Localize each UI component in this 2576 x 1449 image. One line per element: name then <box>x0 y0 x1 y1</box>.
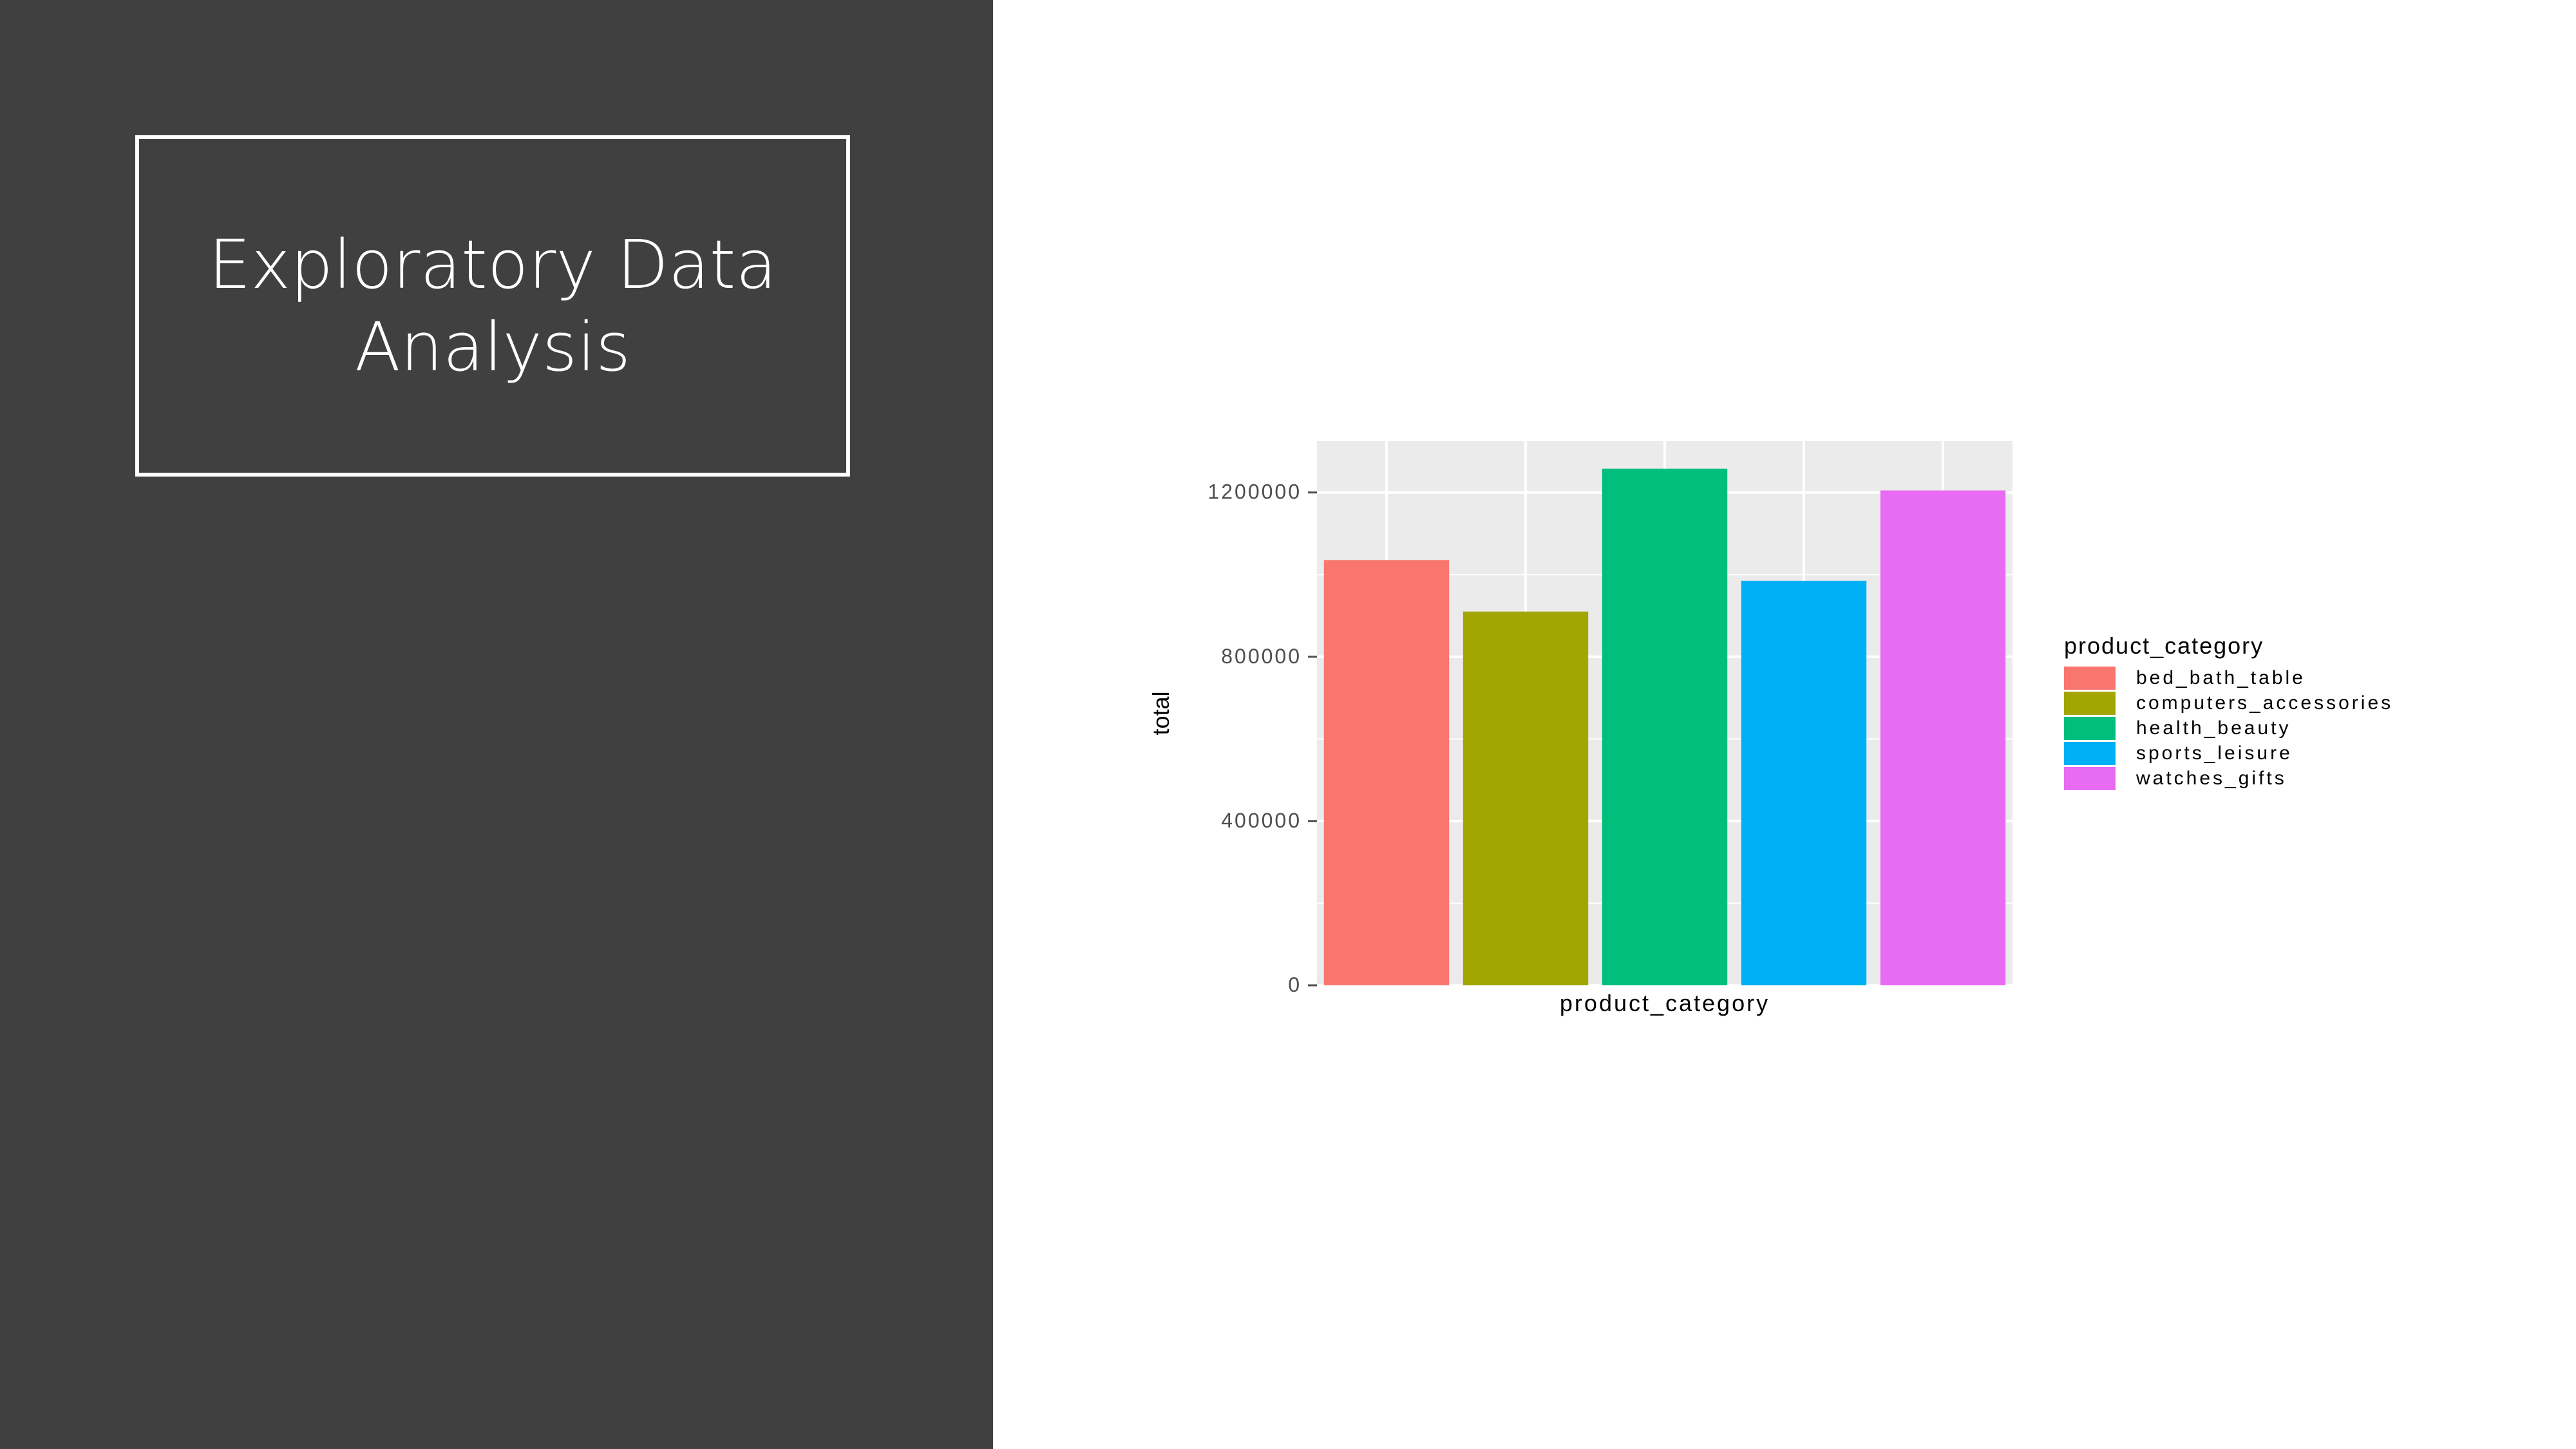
legend-swatch <box>2064 692 2116 715</box>
legend: product_category bed_bath_table computers… <box>2064 632 2393 790</box>
legend-swatch <box>2064 717 2116 740</box>
bar-health-beauty <box>1602 468 1728 985</box>
left-panel: Exploratory Data Analysis <box>0 0 993 1449</box>
slide-title: Exploratory Data Analysis <box>208 225 777 386</box>
y-axis: 0 400000 800000 1200000 <box>1208 480 1317 996</box>
y-tick-label: 0 <box>1288 973 1302 996</box>
y-tick-label: 400000 <box>1221 809 1302 832</box>
y-tick-label: 1200000 <box>1208 480 1302 504</box>
x-axis-label: product_category <box>1560 990 1770 1016</box>
bar-bed-bath-table <box>1323 560 1450 985</box>
chart-area: 0 400000 800000 1200000 product_category to… <box>1121 425 2537 1043</box>
y-tick-label: 800000 <box>1221 645 1302 668</box>
legend-entry: health_beauty <box>2136 717 2291 739</box>
legend-swatch <box>2064 742 2116 765</box>
bar-computers-accessories <box>1463 611 1589 985</box>
title-box: Exploratory Data Analysis <box>135 135 850 477</box>
legend-entry: bed_bath_table <box>2136 667 2306 688</box>
legend-entry: watches_gifts <box>2136 768 2287 789</box>
legend-entry: computers_accessories <box>2136 692 2393 714</box>
bar-sports-leisure <box>1741 580 1867 985</box>
bar-watches-gifts <box>1880 490 2006 985</box>
legend-swatch <box>2064 667 2116 690</box>
bars <box>1323 468 2006 985</box>
legend-entry: sports_leisure <box>2136 743 2293 764</box>
legend-title: product_category <box>2064 632 2264 659</box>
bar-chart: 0 400000 800000 1200000 product_category to… <box>1148 441 2393 1016</box>
y-axis-label: total <box>1148 691 1174 735</box>
legend-swatch <box>2064 767 2116 790</box>
